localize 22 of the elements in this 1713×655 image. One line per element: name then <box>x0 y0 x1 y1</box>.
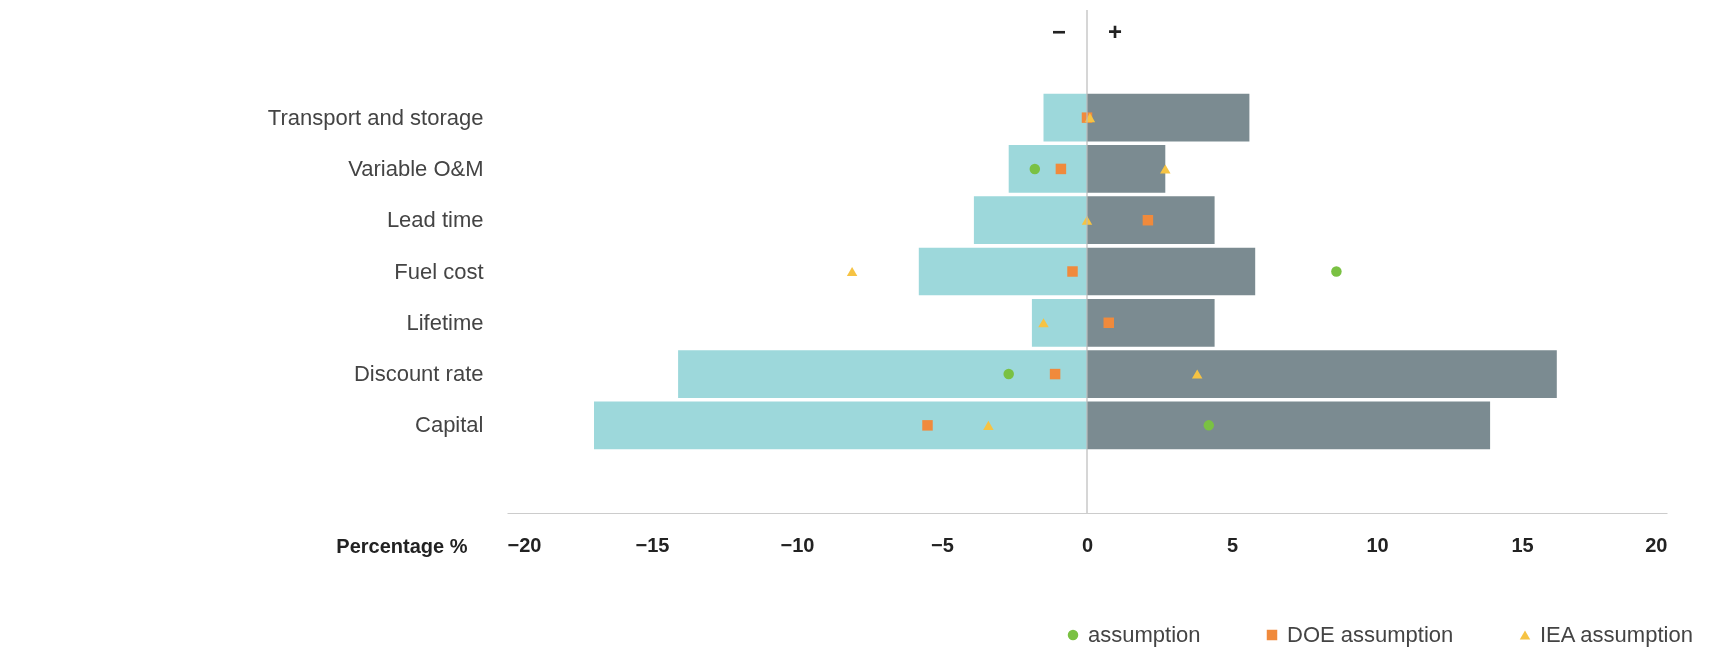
text: − <box>1051 18 1067 45</box>
y-tick-label: Discount rate <box>353 361 484 387</box>
x-tick-label: −5 <box>931 533 954 556</box>
text: + <box>1107 18 1123 45</box>
legend-label: DOE assumption <box>1287 622 1454 647</box>
x-tick-label: 15 <box>1511 533 1534 556</box>
legend-label: assumption <box>1088 622 1201 647</box>
x-axis-title: Percentage % <box>336 534 468 557</box>
x-tick-label: −20 <box>507 533 542 556</box>
x-tick-label: −10 <box>780 533 815 556</box>
y-tick-label: Transport and storage <box>267 104 484 130</box>
y-tick-label: Lead time <box>386 207 484 233</box>
x-tick-label: 10 <box>1366 533 1389 556</box>
x-tick-label: 20 <box>1645 533 1668 556</box>
legend-label: IEA assumption <box>1540 622 1693 647</box>
y-tick-label: Capital <box>415 412 484 438</box>
y-tick-label: Lifetime <box>406 309 484 335</box>
y-tick-label: Variable O&M <box>348 155 484 181</box>
x-tick-label: 0 <box>1081 533 1094 556</box>
x-tick-label: 5 <box>1226 533 1239 556</box>
x-tick-label: −15 <box>635 533 670 556</box>
y-tick-label: Fuel cost <box>394 258 484 284</box>
